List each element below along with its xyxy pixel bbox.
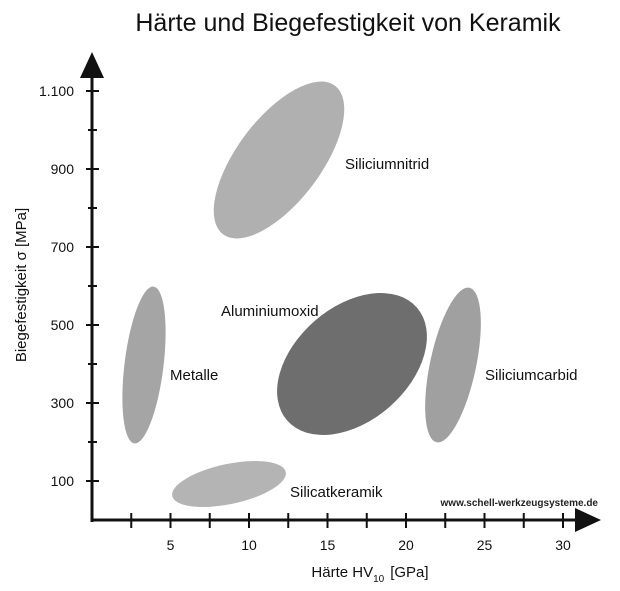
x-tick-label: 20 [398, 537, 414, 553]
x-tick-label: 15 [320, 537, 336, 553]
y-tick-label: 300 [51, 395, 75, 411]
watermark-url: www.schell-werkzeugsysteme.de [440, 498, 599, 509]
region-labels: Metalle Siliciumnitrid Aluminiumoxid Sil… [170, 156, 578, 501]
x-tick-label: 25 [477, 537, 493, 553]
y-axis-label: Biegefestigkeit σ [MPa] [13, 208, 30, 362]
region-siliciumnitrid [213, 81, 345, 239]
ticks [86, 90, 564, 528]
y-tick-label: 500 [51, 317, 75, 333]
y-axis-arrow [80, 52, 104, 78]
x-axis-label-subscript: 10 [373, 574, 385, 585]
region-label-siliciumnitrid: Siliciumnitrid [345, 156, 429, 173]
y-tick-label: 100 [51, 473, 75, 489]
y-tick-label: 900 [51, 161, 75, 177]
x-axis-label: Härte HV10 [GPa] [311, 564, 428, 585]
tick-labels: 5 10 15 20 25 30 100 300 500 700 900 1.100 [39, 83, 571, 553]
y-tick-label: 700 [51, 239, 75, 255]
x-tick-label: 30 [555, 537, 571, 553]
x-axis-label-unit: [GPa] [390, 564, 428, 581]
region-silicatkeramik [172, 461, 286, 507]
chart-title: Härte und Biegefestigkeit von Keramik [135, 9, 561, 37]
axes [80, 52, 601, 532]
region-label-silicatkeramik: Silicatkeramik [290, 484, 383, 501]
x-tick-label: 5 [167, 537, 175, 553]
region-label-metalle: Metalle [170, 367, 218, 384]
y-tick-label: 1.100 [39, 83, 74, 99]
region-label-siliciumcarbid: Siliciumcarbid [485, 367, 578, 384]
region-siliciumcarbid [425, 287, 481, 443]
x-axis-label-main: Härte HV [311, 564, 373, 581]
regions [122, 81, 481, 507]
x-tick-label: 10 [241, 537, 257, 553]
region-label-aluminiumoxid: Aluminiumoxid [221, 303, 319, 320]
region-metalle [122, 286, 166, 444]
region-aluminiumoxid [277, 293, 427, 435]
x-axis-arrow [575, 508, 601, 532]
